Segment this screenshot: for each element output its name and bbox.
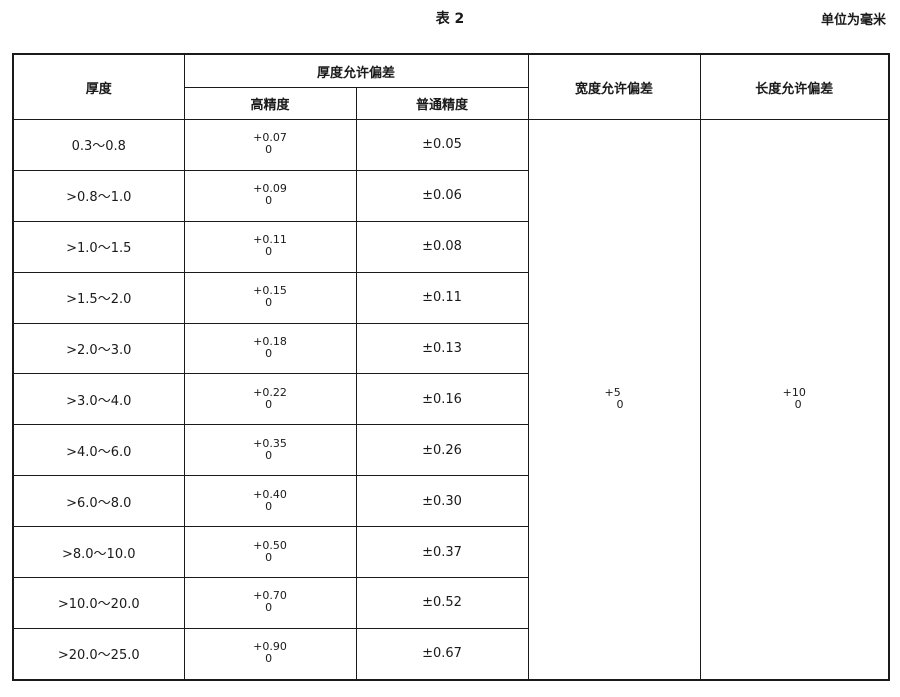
high-precision-cell: +0.15 0 [183, 271, 357, 324]
normal-precision-cell: ±0.67 [355, 627, 529, 681]
upper-deviation: +0.11 [253, 233, 287, 247]
table-row: >3.0～4.0 +0.22 0 ±0.16 [12, 373, 889, 426]
tolerance-value: +10 0 [782, 385, 806, 411]
width-tolerance-cell: +5 0 [527, 118, 701, 681]
header-length-tolerance: 长度允许偏差 [699, 53, 890, 120]
table-row: >4.0～6.0 +0.35 0 ±0.26 [12, 424, 889, 477]
thickness-cell: >3.0～4.0 [12, 373, 185, 426]
upper-deviation: +10 [782, 385, 806, 399]
thickness-cell: >1.0～1.5 [12, 220, 185, 273]
upper-deviation: +0.15 [253, 284, 287, 298]
lower-deviation: 0 [265, 143, 273, 157]
header-thickness: 厚度 [12, 53, 185, 120]
upper-deviation: +5 [604, 385, 621, 399]
normal-precision-cell: ±0.08 [355, 220, 529, 273]
tolerance-value: +0.90 0 [253, 641, 287, 665]
high-precision-cell: +0.35 0 [183, 424, 357, 477]
normal-precision-cell: ±0.16 [355, 373, 529, 426]
thickness-cell: >4.0～6.0 [12, 424, 185, 477]
length-tolerance-cell: +10 0 [699, 118, 890, 681]
table-row: >6.0～8.0 +0.40 0 ±0.30 [12, 475, 889, 528]
lower-deviation: 0 [616, 397, 624, 411]
thickness-cell: >1.5～2.0 [12, 271, 185, 324]
normal-precision-cell: ±0.05 [355, 119, 529, 171]
upper-deviation: +0.09 [253, 182, 287, 196]
high-precision-cell: +0.40 0 [183, 475, 357, 528]
lower-deviation: 0 [794, 397, 802, 411]
table-row: >20.0～25.0 +0.90 0 ±0.67 [12, 627, 889, 681]
thickness-cell: >0.8～1.0 [12, 169, 185, 222]
normal-precision-cell: ±0.26 [355, 424, 529, 477]
tolerance-table: 厚度 厚度允许偏差 宽度允许偏差 长度允许偏差 高精度 普通精度 0.3～0.8… [12, 53, 890, 681]
lower-deviation: 0 [265, 296, 273, 310]
tolerance-value: +0.70 0 [253, 590, 287, 614]
tolerance-value: +0.11 0 [253, 234, 287, 258]
tolerance-value: +0.07 0 [253, 132, 287, 156]
table-row: >2.0～3.0 +0.18 0 ±0.13 [12, 322, 889, 375]
tolerance-value: +0.18 0 [253, 336, 287, 360]
tolerance-value: +0.09 0 [253, 183, 287, 207]
upper-deviation: +0.40 [253, 487, 287, 501]
lower-deviation: 0 [265, 652, 273, 666]
normal-precision-cell: ±0.11 [355, 271, 529, 324]
tolerance-value: +0.15 0 [253, 285, 287, 309]
normal-precision-cell: ±0.52 [355, 577, 529, 629]
thickness-cell: >10.0～20.0 [12, 577, 185, 629]
lower-deviation: 0 [265, 347, 273, 360]
table-caption: 表 2 [435, 11, 465, 27]
high-precision-cell: +0.22 0 [183, 373, 357, 426]
high-precision-cell: +0.18 0 [183, 322, 357, 375]
lower-deviation: 0 [265, 499, 273, 513]
table-row: >1.5～2.0 +0.15 0 ±0.11 [12, 271, 889, 324]
upper-deviation: +0.22 [253, 385, 287, 399]
unit-label: 单位为毫米 [820, 13, 886, 28]
header-high-precision: 高精度 [183, 87, 357, 120]
high-precision-cell: +0.70 0 [183, 577, 357, 629]
upper-deviation: +0.70 [253, 589, 287, 603]
lower-deviation: 0 [265, 448, 273, 462]
upper-deviation: +0.35 [253, 436, 287, 450]
tolerance-value: +0.22 0 [253, 385, 287, 411]
header-normal-precision: 普通精度 [355, 87, 529, 120]
thickness-cell: >8.0～10.0 [12, 526, 185, 579]
tolerance-value: +0.35 0 [253, 436, 287, 462]
tolerance-value: +0.50 0 [253, 538, 287, 564]
lower-deviation: 0 [265, 245, 273, 259]
upper-deviation: +0.18 [253, 335, 287, 348]
upper-deviation: +0.07 [253, 131, 287, 145]
upper-deviation: +0.90 [253, 640, 287, 654]
upper-deviation: +0.50 [253, 538, 287, 552]
thickness-cell: >2.0～3.0 [12, 322, 185, 375]
high-precision-cell: +0.07 0 [183, 119, 357, 171]
thickness-cell: >6.0～8.0 [12, 475, 185, 528]
high-precision-cell: +0.90 0 [183, 627, 357, 681]
high-precision-cell: +0.50 0 [183, 526, 357, 579]
table-row: >8.0～10.0 +0.50 0 ±0.37 [12, 526, 889, 579]
table-row: >10.0～20.0 +0.70 0 ±0.52 [12, 577, 889, 629]
header-width-tolerance: 宽度允许偏差 [527, 53, 701, 120]
lower-deviation: 0 [265, 601, 273, 615]
thickness-cell: 0.3～0.8 [12, 119, 185, 171]
lower-deviation: 0 [265, 397, 273, 411]
high-precision-cell: +0.11 0 [183, 220, 357, 273]
normal-precision-cell: ±0.37 [355, 526, 529, 579]
header-thickness-tolerance: 厚度允许偏差 [183, 53, 529, 88]
high-precision-cell: +0.09 0 [183, 169, 357, 222]
lower-deviation: 0 [265, 194, 273, 208]
normal-precision-cell: ±0.13 [355, 322, 529, 375]
table-row: >1.0～1.5 +0.11 0 ±0.08 [12, 220, 889, 273]
thickness-cell: >20.0～25.0 [12, 627, 185, 681]
normal-precision-cell: ±0.06 [355, 169, 529, 222]
table-row: 0.3～0.8 +0.07 0 ±0.05 +5 0 +10 0 [12, 118, 890, 681]
normal-precision-cell: ±0.30 [355, 475, 529, 528]
lower-deviation: 0 [265, 550, 273, 564]
tolerance-value: +0.40 0 [253, 487, 287, 513]
tolerance-value: +5 0 [604, 385, 624, 411]
table-row: >0.8～1.0 +0.09 0 ±0.06 [12, 169, 889, 222]
